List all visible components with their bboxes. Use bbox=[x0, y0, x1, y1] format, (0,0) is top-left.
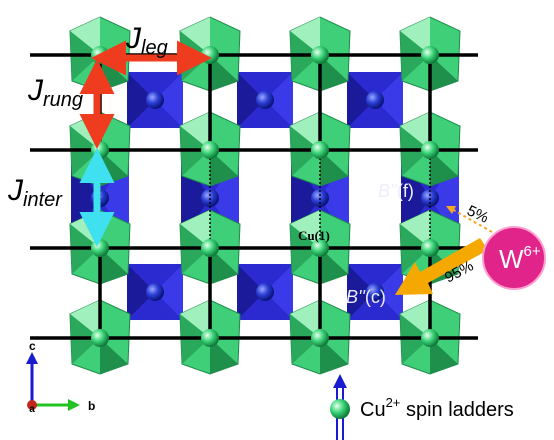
green-facet bbox=[210, 150, 238, 186]
suffix: (c) bbox=[365, 287, 386, 307]
b-axis-head bbox=[68, 399, 80, 411]
blue-facet bbox=[155, 72, 183, 128]
green-facet bbox=[290, 112, 320, 150]
axis-label-a: a bbox=[29, 404, 35, 415]
cu-atom bbox=[201, 239, 219, 257]
blue-facet bbox=[375, 72, 403, 128]
charge: 2+ bbox=[386, 395, 401, 410]
j-inter: Jinter bbox=[7, 174, 63, 211]
green-facet bbox=[400, 17, 430, 55]
cu-atom bbox=[91, 329, 109, 347]
b-site-f: B''(f) bbox=[378, 181, 414, 201]
blue-facet bbox=[237, 72, 265, 128]
green-facet bbox=[290, 300, 320, 338]
ion-sphere bbox=[482, 226, 546, 290]
green-facet bbox=[210, 55, 238, 91]
suffix: (f) bbox=[397, 181, 414, 201]
cu-atom bbox=[421, 329, 439, 347]
axis-label-b: b bbox=[88, 399, 95, 413]
blue-facet bbox=[265, 72, 293, 128]
blue-facet bbox=[347, 72, 375, 128]
blue-facet bbox=[347, 264, 375, 320]
blue-facet bbox=[237, 264, 265, 320]
blue-atom bbox=[366, 283, 384, 301]
blue-facet bbox=[375, 264, 403, 320]
cu-atom bbox=[311, 141, 329, 159]
legend-arrow bbox=[333, 374, 347, 388]
ion-label: W6+ bbox=[499, 243, 541, 274]
minor-arrowhead bbox=[446, 206, 456, 214]
blue-atom bbox=[256, 91, 274, 109]
blue-atom bbox=[146, 91, 164, 109]
charge: 6+ bbox=[524, 243, 541, 260]
crystal-structure bbox=[30, 16, 478, 375]
green-facet bbox=[320, 55, 348, 91]
green-facet bbox=[320, 150, 348, 186]
cu-atom bbox=[201, 329, 219, 347]
blue-atom bbox=[256, 283, 274, 301]
text: spin ladders bbox=[400, 399, 513, 421]
cu-atom bbox=[421, 239, 439, 257]
green-facet bbox=[290, 210, 320, 248]
b-site-c: B''(c) bbox=[346, 287, 386, 307]
j-rung: Jrung bbox=[27, 74, 83, 111]
green-facet bbox=[180, 210, 210, 248]
cu-atom bbox=[311, 46, 329, 64]
green-facet bbox=[290, 17, 320, 55]
green-facet bbox=[210, 248, 238, 284]
axis-label-c: c bbox=[29, 339, 36, 353]
green-facet bbox=[180, 112, 210, 150]
a-axis bbox=[27, 400, 37, 410]
green-facet bbox=[320, 338, 348, 374]
green-facet bbox=[70, 300, 100, 338]
legend-label: Cu2+ spin ladders bbox=[360, 395, 514, 421]
cu-atom bbox=[421, 141, 439, 159]
major-arrow bbox=[395, 238, 488, 295]
green-facet bbox=[400, 210, 430, 248]
cu-atom bbox=[421, 46, 439, 64]
subscript: inter bbox=[23, 189, 63, 211]
blue-facet bbox=[265, 264, 293, 320]
minor-arrow bbox=[449, 207, 493, 233]
green-facet bbox=[180, 300, 210, 338]
blue-facet bbox=[155, 264, 183, 320]
subscript: rung bbox=[43, 89, 83, 111]
symbol: B'' bbox=[378, 181, 397, 201]
fraction-minor: 5% bbox=[464, 202, 491, 227]
cu-atom bbox=[91, 239, 109, 257]
green-facet bbox=[430, 150, 458, 186]
green-facet bbox=[100, 248, 128, 284]
symbol: J bbox=[125, 22, 142, 55]
cu-atom bbox=[311, 239, 329, 257]
j-leg: Jleg bbox=[125, 22, 168, 59]
site-label: Cu(1) bbox=[298, 228, 330, 243]
green-facet bbox=[430, 55, 458, 91]
symbol: J bbox=[27, 74, 44, 107]
blue-atom bbox=[366, 91, 384, 109]
green-facet bbox=[210, 338, 238, 374]
green-facet bbox=[100, 338, 128, 374]
blue-atom bbox=[146, 283, 164, 301]
blue-facet bbox=[127, 264, 155, 320]
green-facet bbox=[430, 338, 458, 374]
green-facet bbox=[320, 248, 348, 284]
green-facet bbox=[400, 300, 430, 338]
symbol: W bbox=[499, 244, 524, 274]
blue-facet bbox=[127, 72, 155, 128]
cu-atom bbox=[201, 141, 219, 159]
symbol: B'' bbox=[346, 287, 365, 307]
subscript: leg bbox=[141, 37, 168, 59]
legend-sphere bbox=[330, 399, 350, 419]
cu-atom bbox=[311, 329, 329, 347]
c-axis-head bbox=[26, 352, 38, 364]
green-facet bbox=[400, 112, 430, 150]
symbol: Cu bbox=[360, 399, 386, 421]
symbol: J bbox=[7, 174, 24, 207]
